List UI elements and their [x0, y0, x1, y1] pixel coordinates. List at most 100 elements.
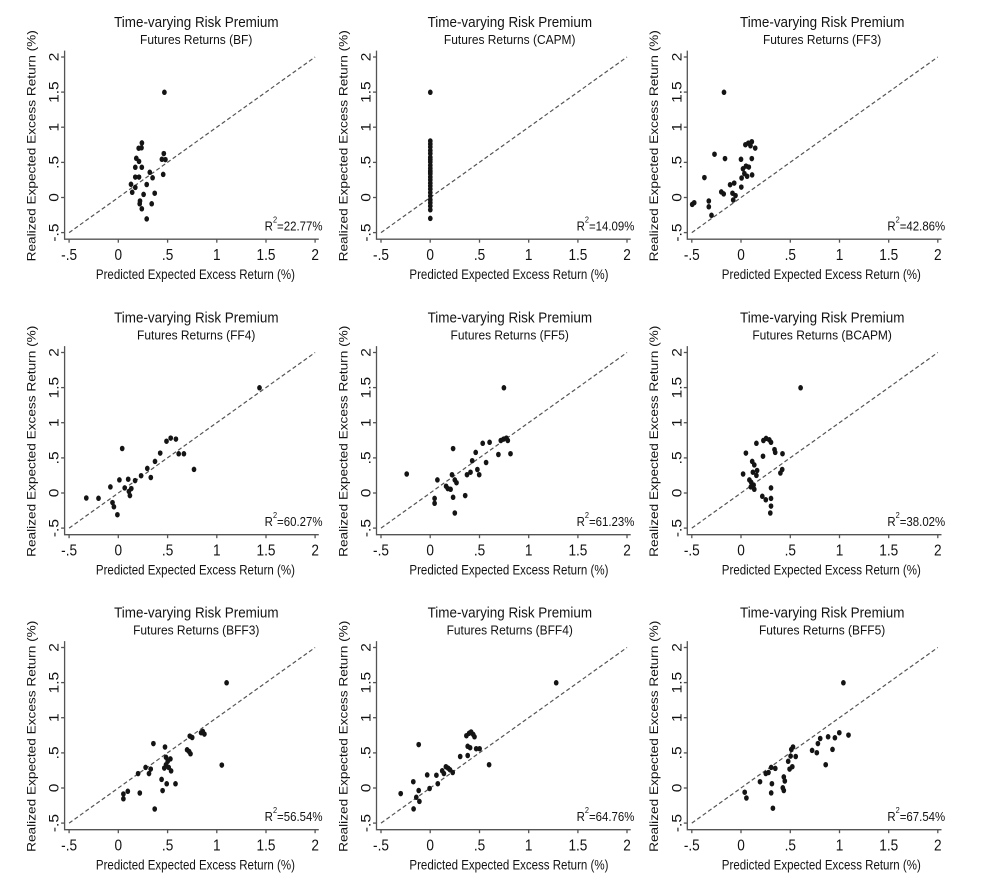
- svg-text:0: 0: [737, 543, 745, 560]
- svg-text:1: 1: [359, 123, 374, 132]
- svg-text:1.5: 1.5: [879, 247, 898, 264]
- svg-text:Time-varying Risk Premium: Time-varying Risk Premium: [114, 14, 278, 31]
- svg-text:2: 2: [934, 838, 942, 855]
- svg-text:-.5: -.5: [47, 814, 62, 832]
- svg-text:1: 1: [47, 713, 62, 722]
- svg-text:R2=61.23%: R2=61.23%: [577, 511, 635, 530]
- svg-text:Predicted Expected Excess Retu: Predicted Expected Excess Return (%): [722, 858, 921, 873]
- svg-text:Predicted Expected Excess Retu: Predicted Expected Excess Return (%): [409, 267, 608, 282]
- svg-text:-.5: -.5: [61, 838, 77, 855]
- svg-text:Predicted Expected Excess Retu: Predicted Expected Excess Return (%): [409, 858, 608, 873]
- svg-text:.5: .5: [359, 746, 374, 759]
- svg-text:Predicted Expected Excess Retu: Predicted Expected Excess Return (%): [96, 267, 295, 282]
- svg-text:-.5: -.5: [47, 224, 62, 242]
- svg-text:0: 0: [670, 193, 685, 202]
- svg-text:.5: .5: [474, 247, 485, 264]
- svg-text:Futures Returns (FF4): Futures Returns (FF4): [137, 328, 255, 343]
- svg-text:2: 2: [670, 53, 685, 62]
- svg-text:Time-varying Risk Premium: Time-varying Risk Premium: [428, 604, 592, 621]
- svg-text:2: 2: [623, 543, 631, 560]
- svg-text:1.5: 1.5: [47, 672, 62, 694]
- svg-text:1: 1: [525, 838, 533, 855]
- svg-text:.5: .5: [162, 543, 173, 560]
- svg-text:.5: .5: [359, 451, 374, 464]
- svg-text:1.5: 1.5: [359, 81, 374, 103]
- svg-text:0: 0: [670, 489, 685, 498]
- svg-text:Futures Returns (CAPM): Futures Returns (CAPM): [444, 32, 576, 47]
- svg-text:1.5: 1.5: [879, 838, 898, 855]
- svg-text:Realized Expected Excess Retur: Realized Expected Excess Return (%): [336, 326, 350, 557]
- svg-text:-.5: -.5: [61, 247, 77, 264]
- svg-text:.5: .5: [47, 451, 62, 464]
- svg-text:.5: .5: [785, 543, 796, 560]
- svg-text:-.5: -.5: [684, 543, 700, 560]
- svg-text:Futures Returns (FF5): Futures Returns (FF5): [451, 328, 569, 343]
- svg-text:Time-varying Risk Premium: Time-varying Risk Premium: [428, 309, 592, 326]
- svg-text:1: 1: [213, 838, 221, 855]
- svg-text:1.5: 1.5: [568, 247, 587, 264]
- svg-text:1: 1: [47, 418, 62, 427]
- svg-text:.5: .5: [474, 838, 485, 855]
- svg-text:R2=38.02%: R2=38.02%: [887, 511, 945, 530]
- svg-text:0: 0: [737, 247, 745, 264]
- svg-text:R2=42.86%: R2=42.86%: [887, 215, 945, 234]
- svg-text:Predicted Expected Excess Retu: Predicted Expected Excess Return (%): [96, 858, 295, 873]
- svg-text:.5: .5: [670, 451, 685, 464]
- svg-text:1.5: 1.5: [568, 543, 587, 560]
- svg-text:Futures Returns (BFF3): Futures Returns (BFF3): [133, 623, 259, 638]
- svg-text:Predicted Expected Excess Retu: Predicted Expected Excess Return (%): [96, 563, 295, 578]
- svg-text:1.5: 1.5: [257, 543, 276, 560]
- svg-text:.5: .5: [47, 156, 62, 169]
- svg-text:0: 0: [670, 784, 685, 793]
- svg-text:Time-varying Risk Premium: Time-varying Risk Premium: [114, 604, 278, 621]
- svg-text:R2=64.76%: R2=64.76%: [577, 806, 635, 825]
- svg-text:1.5: 1.5: [47, 81, 62, 103]
- svg-text:-.5: -.5: [47, 519, 62, 537]
- svg-text:0: 0: [359, 193, 374, 202]
- svg-text:Predicted Expected Excess Retu: Predicted Expected Excess Return (%): [722, 563, 921, 578]
- svg-text:0: 0: [115, 247, 123, 264]
- svg-text:2: 2: [311, 838, 319, 855]
- svg-text:.5: .5: [670, 156, 685, 169]
- svg-text:Futures Returns (BCAPM): Futures Returns (BCAPM): [752, 328, 892, 343]
- svg-text:-.5: -.5: [359, 519, 374, 537]
- svg-text:1: 1: [836, 838, 844, 855]
- svg-text:1: 1: [525, 247, 533, 264]
- svg-text:Realized Expected Excess Retur: Realized Expected Excess Return (%): [24, 621, 38, 852]
- svg-text:Time-varying Risk Premium: Time-varying Risk Premium: [740, 604, 904, 621]
- svg-text:0: 0: [47, 193, 62, 202]
- svg-text:2: 2: [934, 543, 942, 560]
- svg-text:2: 2: [623, 838, 631, 855]
- svg-text:.5: .5: [474, 543, 485, 560]
- svg-text:2: 2: [359, 348, 374, 357]
- svg-text:-.5: -.5: [670, 224, 685, 242]
- svg-text:1: 1: [359, 713, 374, 722]
- svg-text:1: 1: [359, 418, 374, 427]
- svg-text:2: 2: [47, 643, 62, 652]
- svg-text:1: 1: [47, 123, 62, 132]
- svg-text:1: 1: [836, 543, 844, 560]
- svg-text:R2=56.54%: R2=56.54%: [265, 806, 323, 825]
- svg-text:0: 0: [47, 784, 62, 793]
- svg-text:1: 1: [670, 123, 685, 132]
- svg-text:-.5: -.5: [61, 543, 77, 560]
- svg-text:0: 0: [426, 543, 434, 560]
- svg-text:.5: .5: [162, 838, 173, 855]
- svg-text:-.5: -.5: [670, 519, 685, 537]
- svg-text:-.5: -.5: [359, 814, 374, 832]
- svg-text:Predicted Expected Excess Retu: Predicted Expected Excess Return (%): [722, 267, 921, 282]
- svg-text:0: 0: [737, 838, 745, 855]
- svg-text:1.5: 1.5: [568, 838, 587, 855]
- svg-text:2: 2: [623, 247, 631, 264]
- svg-text:R2=22.77%: R2=22.77%: [265, 215, 323, 234]
- svg-text:R2=14.09%: R2=14.09%: [577, 215, 635, 234]
- svg-text:-.5: -.5: [359, 224, 374, 242]
- svg-text:2: 2: [311, 543, 319, 560]
- svg-text:1.5: 1.5: [257, 247, 276, 264]
- svg-text:0: 0: [359, 489, 374, 498]
- svg-text:.5: .5: [162, 247, 173, 264]
- svg-text:1: 1: [670, 713, 685, 722]
- svg-text:-.5: -.5: [373, 838, 389, 855]
- svg-text:R2=67.54%: R2=67.54%: [887, 806, 945, 825]
- svg-text:2: 2: [359, 643, 374, 652]
